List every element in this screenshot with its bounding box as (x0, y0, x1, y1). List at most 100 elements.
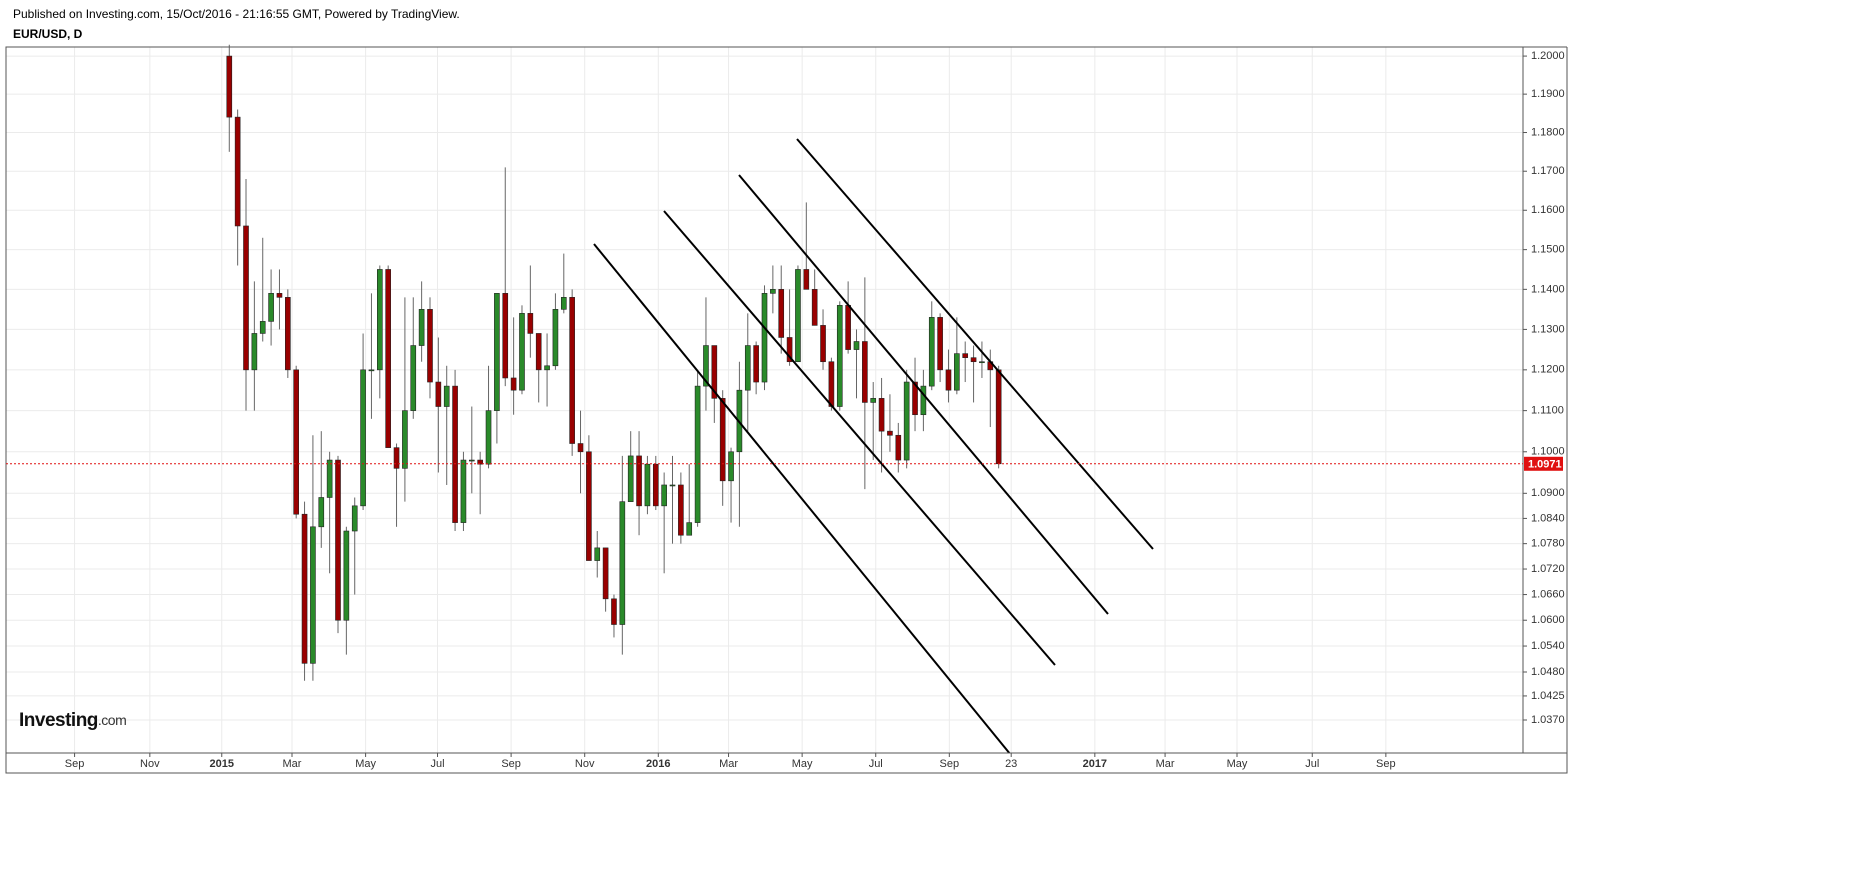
candle-body (226, 55, 233, 118)
x-tick-label: May (792, 758, 813, 770)
candle-body (778, 289, 785, 338)
candle-body (811, 289, 818, 326)
y-tick-label: 1.1000 (1531, 446, 1565, 458)
x-tick-label: 2017 (1083, 758, 1107, 770)
last-price-box (1524, 456, 1563, 471)
x-tick-label: 2016 (646, 758, 670, 770)
candle-body (770, 289, 776, 294)
candle-body (527, 313, 534, 334)
candle-body (251, 333, 258, 371)
x-tick-label: Jul (1305, 758, 1319, 770)
y-tick-label: 1.0600 (1531, 614, 1565, 626)
candle-body (285, 297, 291, 371)
x-axis-bg (0, 753, 1567, 773)
x-tick-label: Mar (1156, 758, 1175, 770)
x-tick-label: May (1227, 758, 1248, 770)
candle-body (728, 451, 734, 482)
candle-body (602, 547, 609, 600)
candle-body (335, 459, 341, 621)
y-tick-label: 1.1400 (1531, 283, 1565, 295)
x-tick-label: Nov (140, 758, 160, 770)
candle-body (502, 293, 509, 379)
candle-body (903, 381, 910, 461)
candle-body (744, 345, 751, 391)
candles (226, 44, 1002, 681)
trend-line (663, 210, 1056, 666)
candle-body (962, 353, 969, 358)
trend-line (593, 243, 1016, 761)
candle-body (594, 547, 601, 561)
x-tick-label: Mar (719, 758, 738, 770)
candle-body (920, 385, 927, 416)
candle-body (703, 345, 709, 387)
candle-body (377, 269, 383, 371)
x-tick-label: Jul (430, 758, 444, 770)
candle-body (912, 381, 918, 416)
trend-line (738, 174, 1109, 615)
candle-body (853, 341, 860, 350)
y-tick-label: 1.1300 (1531, 323, 1565, 335)
y-tick-label: 1.1200 (1531, 364, 1565, 376)
published-line: Published on Investing.com, 15/Oct/2016 … (13, 7, 460, 21)
candle-body (928, 317, 935, 387)
candle-body (954, 353, 960, 391)
candle-body (619, 501, 626, 625)
candle-body (519, 313, 525, 391)
candle-body (318, 497, 325, 528)
plot-frame (5, 46, 1524, 754)
candle-body (310, 526, 316, 664)
candle-body (326, 459, 333, 498)
candle-body (611, 598, 617, 625)
logo-main: Investing (19, 710, 98, 731)
candle-body (644, 463, 651, 507)
grid (6, 47, 1523, 753)
logo-suffix: .com (98, 712, 126, 728)
x-tick-label: Nov (575, 758, 595, 770)
axes: 1.2000 1.1900 1.1800 1.1700 1.1600 1.1500 1.14… (6, 50, 1565, 770)
y-tick-label: 1.1700 (1531, 165, 1565, 177)
y-tick-label: 1.0370 (1531, 714, 1565, 726)
y-tick-label: 1.1900 (1531, 88, 1565, 100)
candle-body (552, 309, 559, 367)
candle-body (443, 385, 450, 407)
candle-body (820, 325, 826, 363)
x-tick-label: Sep (501, 758, 521, 770)
candle-body (636, 455, 642, 507)
candle-body (435, 381, 442, 407)
candle-body (887, 430, 893, 436)
candle-body (836, 305, 843, 407)
candle-body (970, 357, 977, 363)
candle-body (393, 447, 400, 469)
candle-body (452, 385, 458, 523)
candle-body (995, 369, 1002, 465)
logo: Investing.com (19, 710, 126, 731)
candle-body (761, 293, 768, 383)
candle-body (368, 369, 375, 372)
x-tick-label: Mar (283, 758, 302, 770)
candle-body (535, 333, 542, 371)
candle-body (494, 293, 500, 411)
y-tick-label: 1.0540 (1531, 640, 1565, 652)
candle-body (468, 459, 475, 462)
trend-line (796, 138, 1154, 550)
candle-body (753, 345, 759, 383)
y-tick-label: 1.0660 (1531, 588, 1565, 600)
x-tick-label: May (355, 758, 376, 770)
candle-body (786, 337, 793, 363)
candle-body (293, 369, 299, 515)
candle-body (301, 513, 308, 664)
candle-body (719, 398, 726, 482)
candle-body (410, 345, 417, 411)
candle-body (586, 451, 592, 561)
candle-body (402, 410, 408, 469)
candle-body (268, 293, 274, 322)
y-tick-label: 1.0780 (1531, 538, 1565, 550)
x-tick-label: Jul (869, 758, 883, 770)
candle-body (418, 309, 425, 346)
candle-body (937, 317, 943, 371)
candle-body (694, 385, 701, 523)
candle-body (385, 269, 391, 448)
candle-body (477, 459, 483, 465)
y-tick-label: 1.1100 (1531, 405, 1564, 417)
